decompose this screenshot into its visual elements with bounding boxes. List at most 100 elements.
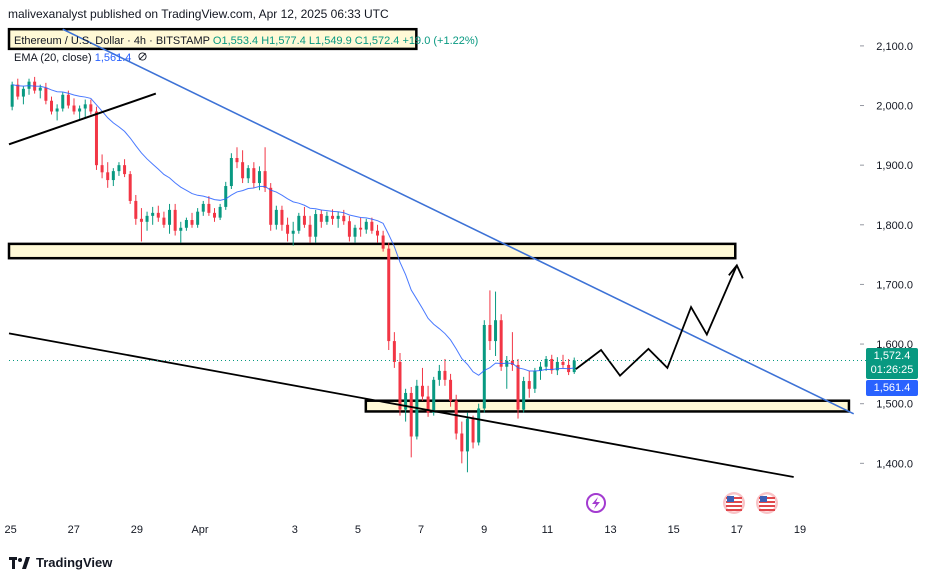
candle-body bbox=[21, 88, 25, 97]
candles-layer bbox=[10, 76, 576, 473]
candle-body bbox=[55, 108, 59, 112]
candle bbox=[72, 98, 76, 115]
candle-body bbox=[449, 379, 453, 401]
tradingview-brand: TradingView bbox=[36, 554, 113, 570]
eye-off-icon[interactable] bbox=[138, 52, 148, 64]
candle-body bbox=[477, 408, 481, 443]
candle-body bbox=[100, 165, 104, 173]
candle bbox=[184, 217, 188, 231]
candle bbox=[336, 211, 340, 228]
candle-body bbox=[359, 227, 363, 230]
candle bbox=[33, 76, 37, 94]
time-tick-label: 3 bbox=[292, 524, 298, 536]
candle bbox=[392, 332, 396, 368]
candle bbox=[168, 203, 172, 234]
us-flag-icon bbox=[756, 492, 778, 514]
candle bbox=[16, 78, 20, 100]
candle-body bbox=[156, 212, 160, 218]
candle-body bbox=[555, 361, 559, 371]
time-tick-label: 11 bbox=[542, 524, 553, 536]
candle bbox=[409, 386, 413, 458]
candle-body bbox=[381, 235, 385, 249]
lower-trendline bbox=[8, 332, 794, 478]
candle-body bbox=[10, 84, 14, 107]
candle-body bbox=[44, 87, 48, 101]
price-tick-label: 2,100.0 bbox=[876, 41, 913, 53]
candle bbox=[353, 224, 357, 243]
tradingview-logo[interactable]: TradingView bbox=[9, 553, 112, 571]
candle-body bbox=[83, 104, 87, 109]
time-tick-label: 7 bbox=[418, 524, 424, 536]
symbol-legend[interactable]: Ethereum / U.S. Dollar · 4h · BITSTAMP O… bbox=[14, 35, 478, 47]
candle bbox=[10, 81, 14, 111]
candle bbox=[465, 412, 469, 473]
candle bbox=[510, 332, 514, 371]
candle bbox=[128, 171, 132, 204]
candle bbox=[567, 358, 571, 376]
candle-body bbox=[426, 396, 430, 413]
ema-line bbox=[12, 84, 575, 376]
candle bbox=[314, 209, 318, 243]
candle-body bbox=[432, 379, 436, 413]
candle bbox=[527, 370, 531, 398]
candle bbox=[561, 354, 565, 368]
candle bbox=[437, 364, 441, 386]
ema-layer bbox=[12, 84, 575, 376]
candle bbox=[398, 353, 402, 416]
candle-body bbox=[241, 162, 245, 179]
candle-body bbox=[308, 224, 312, 237]
candle-body bbox=[72, 105, 76, 112]
candle bbox=[364, 218, 368, 234]
candle bbox=[111, 168, 115, 187]
time-tick-label: 29 bbox=[131, 524, 143, 536]
indicator-value: 1,561.4 bbox=[94, 52, 132, 64]
time-tick-label: 17 bbox=[731, 524, 743, 536]
time-tick-label: 13 bbox=[604, 524, 616, 536]
candle-body bbox=[280, 209, 284, 225]
candle bbox=[145, 211, 149, 231]
candle-body bbox=[246, 168, 250, 179]
time-tick-label: 15 bbox=[668, 524, 680, 536]
candle-body bbox=[38, 87, 42, 91]
candle-body bbox=[522, 381, 526, 410]
candle-body bbox=[274, 209, 278, 225]
time-tick-label: 27 bbox=[68, 524, 80, 536]
candle bbox=[477, 403, 481, 446]
candle-body bbox=[364, 221, 368, 230]
candle-body bbox=[145, 215, 149, 222]
upper-left-line bbox=[8, 92, 157, 146]
candle bbox=[381, 230, 385, 252]
candle bbox=[505, 355, 509, 389]
candle bbox=[106, 162, 110, 188]
candle-body bbox=[376, 230, 380, 236]
candle bbox=[94, 106, 98, 170]
candle bbox=[347, 215, 351, 242]
candle bbox=[572, 357, 576, 374]
publisher-line: malivexanalyst published on TradingView.… bbox=[8, 7, 389, 21]
candle-countdown: 01:26:25 bbox=[870, 364, 914, 376]
candle-body bbox=[235, 158, 239, 163]
candle bbox=[297, 212, 301, 234]
candle-body bbox=[325, 215, 329, 222]
candle bbox=[89, 99, 93, 115]
candle-body bbox=[387, 248, 391, 342]
indicator-name: EMA (20, close) bbox=[14, 52, 92, 64]
candle-body bbox=[66, 94, 70, 106]
candle-body bbox=[420, 385, 424, 397]
candle-body bbox=[465, 418, 469, 452]
candle-body bbox=[550, 358, 554, 371]
candle bbox=[173, 203, 177, 236]
candle-body bbox=[302, 215, 306, 225]
candle bbox=[415, 379, 419, 440]
candle-body bbox=[111, 171, 115, 181]
candle-body bbox=[117, 165, 121, 172]
candle bbox=[123, 159, 127, 178]
current-price-value: 1,572.4 bbox=[873, 350, 911, 362]
overlay-layer bbox=[8, 28, 866, 478]
candle-body bbox=[516, 364, 520, 410]
candle-body bbox=[229, 158, 233, 187]
indicator-legend[interactable]: EMA (20, close) 1,561.4 bbox=[14, 52, 148, 64]
candle-body bbox=[128, 174, 132, 201]
candle bbox=[286, 217, 290, 242]
